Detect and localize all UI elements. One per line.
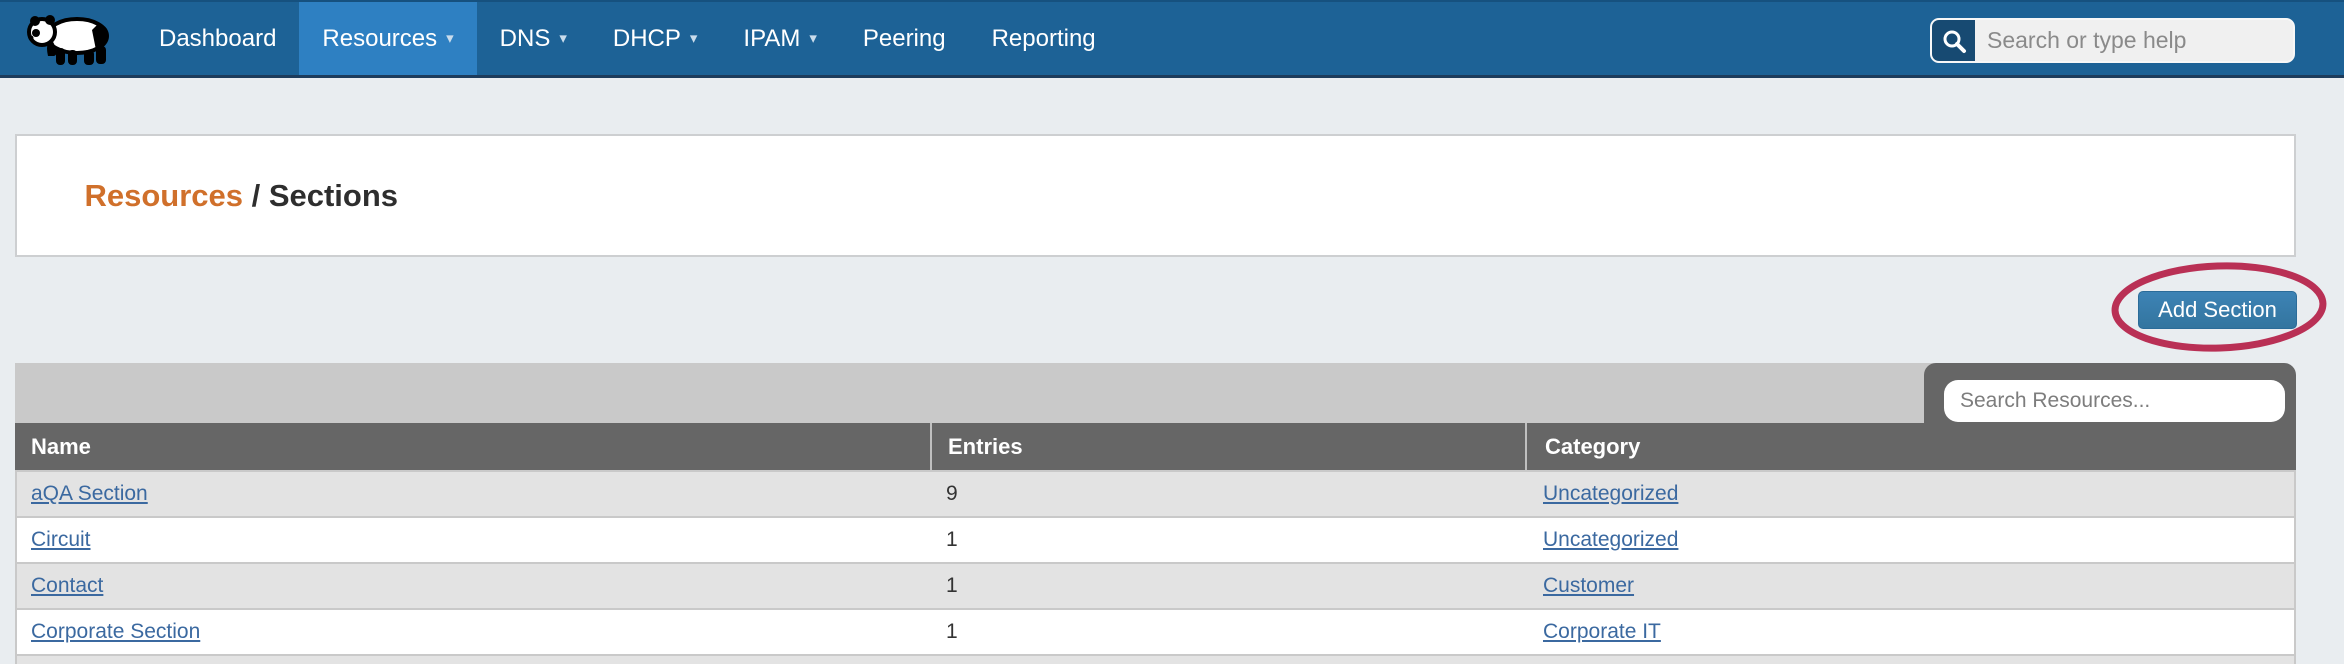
table-row: Contact 1 Customer [17,562,2294,608]
section-name-link[interactable]: Contact [31,574,104,597]
nav-item-label: Resources [322,24,438,52]
category-link[interactable]: Corporate IT [1543,620,1661,643]
chevron-down-icon: ▾ [559,30,567,47]
cell-name: Corporate Section [17,620,930,644]
table-search-panel [1924,363,2296,470]
table-row: Corporate Section 1 Corporate IT [17,608,2294,654]
section-name-link[interactable]: aQA Section [31,482,148,505]
nav-items: Dashboard Resources ▾ DNS ▾ DHCP ▾ IPAM ▾ Peering… [136,2,1119,75]
cell-category: Corporate IT [1525,620,2294,644]
table-search-input[interactable] [1944,380,2285,422]
cell-category: Customer [1525,574,2294,598]
table-header-row: Name Entries Category [15,423,2296,470]
nav-item-label: DNS [499,24,551,52]
chevron-down-icon: ▾ [809,30,817,47]
nav-item-label: Reporting [991,24,1096,52]
cell-category: Uncategorized [1525,528,2294,552]
cell-entries: 9 [946,482,958,505]
nav-search [1930,18,2295,63]
category-link[interactable]: Uncategorized [1543,482,1679,505]
cell-entries: 1 [946,574,958,597]
table-row: Circuit 1 Uncategorized [17,516,2294,562]
nav-item-dashboard[interactable]: Dashboard [136,2,299,75]
sections-table: Name Entries Category aQA Section 9 Uncate… [15,363,2296,664]
nav-item-resources[interactable]: Resources ▾ [299,2,477,75]
breadcrumb-separator: / [242,177,269,213]
cell-entries: 1 [946,528,958,551]
breadcrumb: Resources / Sections [50,142,398,250]
section-name-link[interactable]: Circuit [31,528,91,551]
table-row-partial [17,654,2294,664]
nav-item-label: IPAM [743,24,801,52]
nav-item-label: Dashboard [159,24,277,52]
table-toolbar [15,363,2296,470]
top-navbar: Dashboard Resources ▾ DNS ▾ DHCP ▾ IPAM ▾ Peering… [0,0,2344,78]
add-section-button[interactable]: Add Section [2138,291,2297,329]
global-search-input[interactable] [1975,20,2293,61]
category-link[interactable]: Uncategorized [1543,528,1679,551]
nav-item-reporting[interactable]: Reporting [969,2,1119,75]
brand-logo[interactable] [0,2,136,75]
table-row: aQA Section 9 Uncategorized [17,470,2294,516]
cell-name: aQA Section [17,482,930,506]
column-header-name[interactable]: Name [31,433,91,459]
chevron-down-icon: ▾ [446,30,454,47]
chevron-down-icon: ▾ [689,30,698,47]
panda-logo-icon [27,14,109,65]
search-icon [1943,30,1966,53]
toolbar-strip [15,363,1936,423]
category-link[interactable]: Customer [1543,574,1635,597]
column-header-category[interactable]: Category [1525,423,2296,470]
table-rows: aQA Section 9 Uncategorized Circuit 1 Uncateg… [15,470,2296,664]
nav-item-dns[interactable]: DNS ▾ [477,2,590,75]
cell-name: Circuit [17,528,930,552]
nav-item-peering[interactable]: Peering [840,2,969,75]
section-name-link[interactable]: Corporate Section [31,620,201,643]
breadcrumb-panel: Resources / Sections [15,134,2296,257]
search-button[interactable] [1932,20,1975,61]
nav-item-dhcp[interactable]: DHCP ▾ [590,2,721,75]
breadcrumb-resources[interactable]: Resources [84,177,243,213]
nav-item-label: Peering [862,24,946,52]
nav-item-label: DHCP [612,24,681,52]
nav-item-ipam[interactable]: IPAM ▾ [720,2,839,75]
cell-entries: 1 [946,620,958,643]
cell-name: Contact [17,574,930,598]
cell-category: Uncategorized [1525,482,2294,506]
page-title: Sections [268,177,399,213]
column-header-entries[interactable]: Entries [930,423,1525,470]
